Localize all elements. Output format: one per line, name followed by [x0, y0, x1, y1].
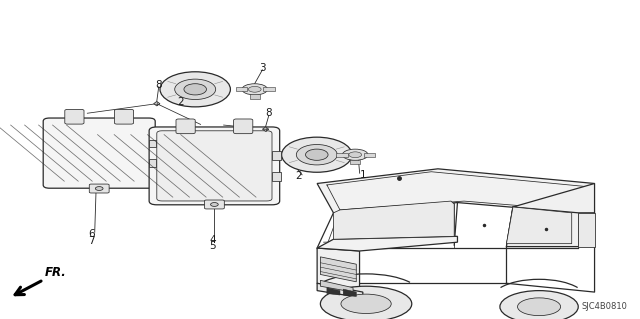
FancyBboxPatch shape	[149, 127, 280, 205]
Bar	[272, 151, 281, 160]
Text: 6: 6	[88, 229, 95, 240]
Bar	[148, 159, 156, 167]
Polygon shape	[317, 169, 595, 213]
Circle shape	[282, 137, 352, 172]
Bar	[250, 94, 260, 99]
FancyBboxPatch shape	[176, 119, 195, 134]
Polygon shape	[154, 101, 160, 106]
Circle shape	[175, 79, 216, 100]
Bar	[236, 87, 247, 91]
Text: 3: 3	[259, 63, 266, 73]
Polygon shape	[317, 236, 458, 251]
FancyBboxPatch shape	[157, 131, 272, 201]
Polygon shape	[262, 127, 269, 131]
Text: 8: 8	[266, 108, 272, 118]
Ellipse shape	[242, 84, 268, 95]
Text: SJC4B0810: SJC4B0810	[581, 302, 627, 311]
Polygon shape	[317, 248, 360, 292]
FancyBboxPatch shape	[89, 184, 109, 193]
Polygon shape	[327, 288, 340, 295]
Ellipse shape	[518, 298, 561, 315]
Text: 4: 4	[209, 235, 216, 245]
Polygon shape	[506, 207, 595, 247]
Ellipse shape	[500, 291, 579, 319]
Bar	[364, 153, 375, 157]
Ellipse shape	[341, 294, 391, 314]
Circle shape	[305, 149, 328, 160]
Text: 2: 2	[296, 171, 302, 181]
FancyBboxPatch shape	[65, 109, 84, 124]
Polygon shape	[579, 213, 595, 247]
Circle shape	[95, 187, 103, 190]
Polygon shape	[321, 257, 356, 282]
Text: 8: 8	[156, 79, 162, 90]
Bar	[350, 160, 360, 164]
FancyBboxPatch shape	[234, 119, 253, 134]
Polygon shape	[343, 289, 356, 296]
Text: 2: 2	[177, 97, 184, 107]
Bar	[336, 153, 348, 157]
FancyBboxPatch shape	[205, 200, 225, 209]
Text: 1: 1	[360, 170, 366, 180]
Circle shape	[184, 84, 207, 95]
Polygon shape	[321, 280, 353, 292]
Circle shape	[160, 72, 230, 107]
Ellipse shape	[321, 286, 412, 319]
Polygon shape	[506, 207, 572, 244]
Bar	[148, 140, 156, 147]
Circle shape	[296, 145, 337, 165]
Text: FR.: FR.	[45, 266, 67, 279]
FancyBboxPatch shape	[44, 118, 155, 188]
Polygon shape	[317, 283, 363, 298]
Ellipse shape	[248, 86, 261, 92]
Circle shape	[211, 203, 218, 206]
Ellipse shape	[342, 149, 368, 160]
Text: 7: 7	[88, 236, 95, 246]
Polygon shape	[333, 201, 454, 239]
Ellipse shape	[349, 152, 362, 158]
Bar	[263, 87, 275, 91]
FancyBboxPatch shape	[115, 109, 134, 124]
Polygon shape	[513, 183, 595, 213]
Bar	[272, 172, 281, 181]
Text: 5: 5	[209, 241, 216, 251]
